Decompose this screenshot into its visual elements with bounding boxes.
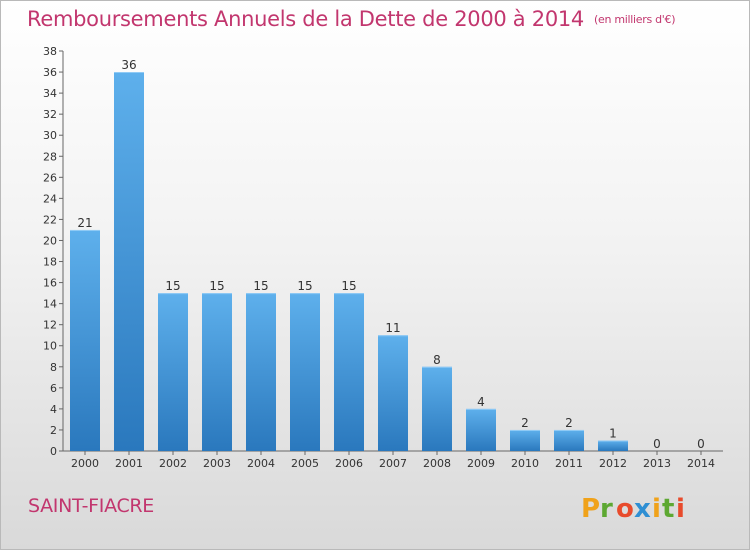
chart-title: Remboursements Annuels de la Dette de 20… [27, 7, 675, 31]
x-tick-label: 2010 [511, 457, 539, 470]
x-tick-label: 2009 [467, 457, 495, 470]
bar-value-label: 21 [77, 216, 92, 230]
proxiti-logo[interactable]: P r o x i t i [579, 489, 689, 525]
bar[interactable] [510, 429, 540, 451]
y-tick-label: 30 [43, 129, 57, 142]
bar-value-label: 11 [385, 321, 400, 335]
y-tick-label: 28 [43, 150, 57, 163]
svg-text:x: x [634, 494, 651, 524]
bar-value-label: 0 [697, 437, 705, 451]
x-tick-label: 2011 [555, 457, 583, 470]
chart-title-text: Remboursements Annuels de la Dette de 20… [27, 7, 584, 31]
bar-value-label: 36 [121, 58, 136, 72]
x-tick-label: 2012 [599, 457, 627, 470]
y-tick-label: 10 [43, 340, 57, 353]
commune-name: SAINT-FIACRE [28, 495, 155, 517]
bar-value-label: 15 [297, 279, 312, 293]
bar[interactable] [70, 229, 100, 451]
x-tick-label: 2008 [423, 457, 451, 470]
bar[interactable] [334, 293, 364, 451]
bar[interactable] [378, 335, 408, 451]
y-tick-label: 8 [50, 361, 57, 374]
x-tick-label: 2001 [115, 457, 143, 470]
y-tick-label: 6 [50, 382, 57, 395]
y-tick-label: 26 [43, 171, 57, 184]
svg-text:t: t [662, 494, 674, 524]
y-tick-label: 16 [43, 277, 57, 290]
x-tick-label: 2005 [291, 457, 319, 470]
x-tick-label: 2014 [687, 457, 715, 470]
bar[interactable] [554, 429, 584, 451]
chart-bars [70, 72, 628, 451]
y-tick-label: 18 [43, 256, 57, 269]
bar[interactable] [290, 293, 320, 451]
y-tick-label: 20 [43, 234, 57, 247]
bar-value-label: 0 [653, 437, 661, 451]
bar-value-label: 2 [565, 416, 573, 430]
y-tick-label: 34 [43, 87, 57, 100]
x-tick-label: 2013 [643, 457, 671, 470]
bar-value-label: 8 [433, 353, 441, 367]
bar-value-label: 15 [341, 279, 356, 293]
chart-subtitle: (en milliers d'€) [594, 13, 676, 26]
bar[interactable] [598, 440, 628, 451]
y-tick-label: 12 [43, 319, 57, 332]
svg-text:o: o [616, 494, 634, 524]
y-tick-label: 14 [43, 298, 57, 311]
x-tick-label: 2006 [335, 457, 363, 470]
y-tick-label: 36 [43, 66, 57, 79]
bar[interactable] [202, 293, 232, 451]
bar-value-label: 2 [521, 416, 529, 430]
bar[interactable] [422, 366, 452, 451]
x-tick-label: 2003 [203, 457, 231, 470]
x-tick-label: 2007 [379, 457, 407, 470]
x-tick-label: 2004 [247, 457, 275, 470]
bar-value-label: 1 [609, 426, 617, 440]
y-tick-label: 4 [50, 403, 57, 416]
bar[interactable] [158, 293, 188, 451]
bar-value-label: 15 [253, 279, 268, 293]
y-tick-label: 22 [43, 213, 57, 226]
x-tick-label: 2002 [159, 457, 187, 470]
svg-text:r: r [600, 494, 613, 524]
bar-value-label: 15 [209, 279, 224, 293]
bar[interactable] [466, 408, 496, 451]
y-tick-label: 0 [50, 445, 57, 458]
x-tick-label: 2000 [71, 457, 99, 470]
bar-value-label: 15 [165, 279, 180, 293]
svg-text:i: i [652, 494, 661, 524]
bar-value-label: 4 [477, 395, 485, 409]
bar[interactable] [246, 293, 276, 451]
y-tick-label: 24 [43, 192, 57, 205]
y-tick-label: 2 [50, 424, 57, 437]
y-tick-label: 32 [43, 108, 57, 121]
svg-text:i: i [676, 494, 685, 524]
bar[interactable] [114, 72, 144, 451]
svg-text:P: P [581, 494, 600, 524]
y-tick-label: 38 [43, 45, 57, 58]
